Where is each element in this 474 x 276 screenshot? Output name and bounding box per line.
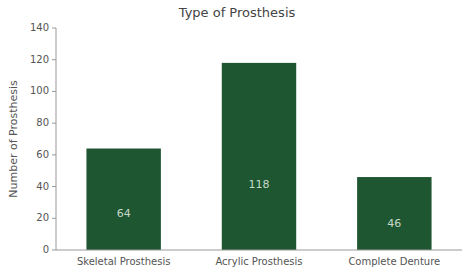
- data-label: 118: [249, 178, 270, 191]
- x-axis-line: [56, 250, 462, 251]
- x-tick-label: Acrylic Prosthesis: [215, 256, 302, 267]
- x-axis: Skeletal Prosthesis Acrylic Prosthesis Com…: [56, 250, 462, 267]
- y-tick: [52, 154, 56, 155]
- y-tick-label: 100: [30, 85, 49, 96]
- y-tick-label: 80: [36, 117, 49, 128]
- y-tick-label: 60: [36, 149, 49, 160]
- x-tick-label: Skeletal Prosthesis: [77, 256, 171, 267]
- y-tick: [52, 59, 56, 60]
- y-tick: [52, 186, 56, 187]
- y-tick: [52, 91, 56, 92]
- chart-svg: Type of Prosthesis 64 118 46 0 20 40 60 80 100 120…: [0, 0, 474, 276]
- data-labels: 64 118 46: [117, 178, 402, 231]
- y-axis: 0 20 40 60 80 100 120 140 Number of Prosthesis: [7, 22, 56, 255]
- y-tick: [52, 250, 56, 251]
- y-tick-label: 0: [43, 244, 49, 255]
- y-tick-label: 20: [36, 212, 49, 223]
- y-tick: [52, 218, 56, 219]
- data-label: 46: [387, 217, 401, 230]
- y-tick: [52, 28, 56, 29]
- y-tick: [52, 123, 56, 124]
- bars: [86, 63, 431, 250]
- bar: [357, 177, 431, 250]
- y-tick-label: 140: [30, 22, 49, 33]
- y-tick-label: 120: [30, 54, 49, 65]
- title: Type of Prosthesis: [178, 5, 296, 20]
- page: {"chart_data": {"type": "bar", "title": …: [0, 0, 474, 276]
- data-label: 64: [117, 207, 131, 220]
- y-axis-line: [56, 28, 57, 250]
- x-tick-label: Complete Denture: [348, 256, 440, 267]
- chart-container: Type of Prosthesis 64 118 46 0 20 40 60 80 100 120…: [0, 0, 474, 276]
- bar: [86, 149, 160, 250]
- y-axis-label: Number of Prosthesis: [7, 80, 20, 198]
- bar: [222, 63, 296, 250]
- y-tick-label: 40: [36, 181, 49, 192]
